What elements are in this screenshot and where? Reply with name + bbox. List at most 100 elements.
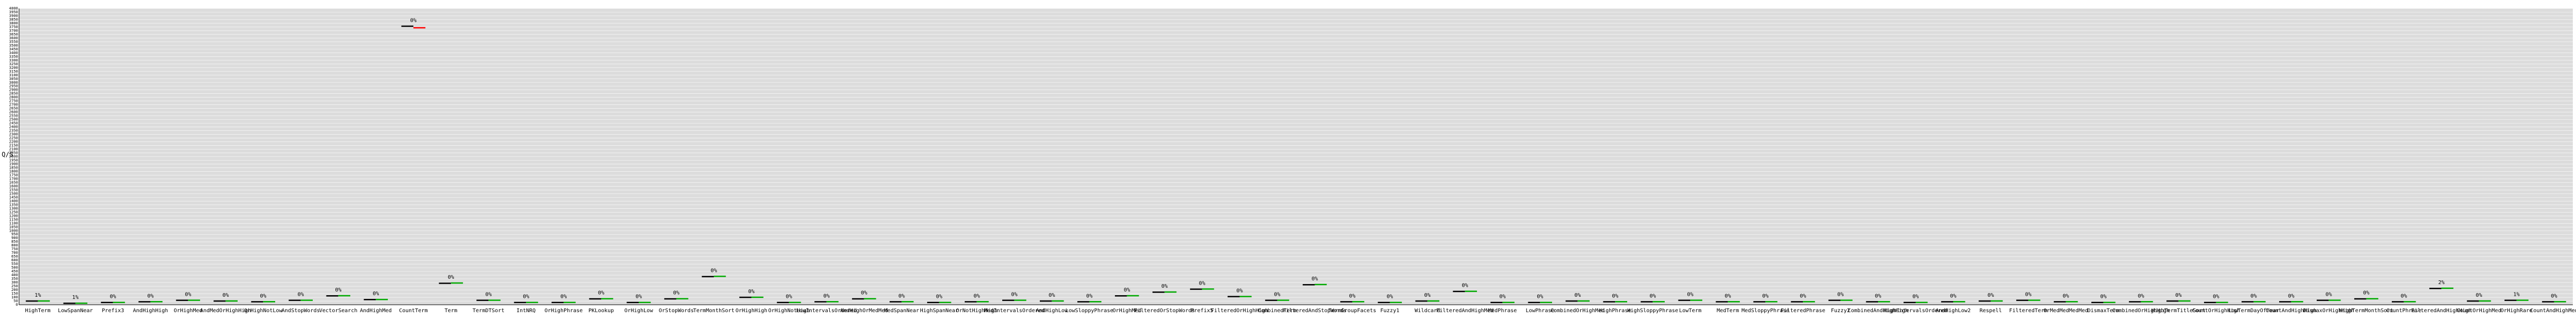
y-tick-label: 2300 xyxy=(9,132,18,137)
data-label: 0% xyxy=(2401,293,2407,299)
y-tick-label: 1200 xyxy=(9,214,18,218)
data-label: 0% xyxy=(936,294,942,300)
y-tick-label: 1500 xyxy=(9,191,18,196)
data-label: 0% xyxy=(222,293,229,298)
category-label: AndHighMed xyxy=(360,308,392,314)
y-axis: 0501001502002503003504004505005506006507… xyxy=(9,6,2573,307)
category-label: Term xyxy=(445,308,457,314)
y-tick-label: 3300 xyxy=(9,58,18,63)
category-label: CombinedOrHighHigh xyxy=(2112,308,2170,314)
y-tick-label: 3250 xyxy=(9,62,18,66)
y-tick-label: 3400 xyxy=(9,51,18,55)
y-tick-label: 3350 xyxy=(9,55,18,59)
data-label: 0% xyxy=(1725,293,1731,299)
y-tick-label: 550 xyxy=(11,262,18,266)
category-label: OrHighRare xyxy=(2500,308,2532,314)
y-tick-label: 3150 xyxy=(9,69,18,74)
category-label: AndHighHigh xyxy=(133,308,168,314)
y-tick-label: 650 xyxy=(11,254,18,259)
data-label: 0% xyxy=(1049,293,1055,298)
category-label: FilteredAndStopWords xyxy=(1283,308,1346,314)
category-label: OrNotHighHigh xyxy=(956,308,997,314)
data-label: 0% xyxy=(899,293,905,299)
data-label: 0% xyxy=(1011,292,1018,297)
y-tick-label: 850 xyxy=(11,240,18,244)
category-label: FilteredAndHighMed xyxy=(1436,308,1493,314)
y-tick-label: 3550 xyxy=(9,40,18,44)
data-label: 0% xyxy=(560,294,567,300)
category-label: LowSpanNear xyxy=(58,308,93,314)
category-label: HighTermTitleSort xyxy=(2152,308,2206,314)
category-label: HighTerm xyxy=(25,308,50,314)
y-tick-label: 150 xyxy=(11,292,18,296)
data-label: 0% xyxy=(485,292,492,297)
category-label: CountPhrase xyxy=(2387,308,2421,314)
y-tick-label: 200 xyxy=(11,288,18,292)
data-label: 0% xyxy=(861,290,867,296)
y-tick-label: 350 xyxy=(11,277,18,281)
y-tick-label: 1950 xyxy=(9,158,18,162)
y-tick-label: 4000 xyxy=(9,6,18,11)
y-tick-label: 2550 xyxy=(9,114,18,118)
y-tick-label: 3000 xyxy=(9,81,18,85)
x-axis-labels: HighTerm LowSpanNear Prefix3 AndHighHigh OrH… xyxy=(25,308,2576,314)
data-label: 0% xyxy=(2175,293,2182,298)
category-label: CombinedTerm xyxy=(1258,308,1296,314)
category-label: CombinedAndHighHigh xyxy=(1848,308,1908,314)
category-label: HighIntervalsOrdered xyxy=(1884,308,1947,314)
category-label: FilteredOrStopWords xyxy=(1134,308,1194,314)
category-label: TermDTSort xyxy=(473,308,504,314)
category-label: CountAndHighMed xyxy=(2530,308,2576,314)
bars: 1% 1% 0% 0% 0% 0% 0% 0% 0% 0% 0% 0% 0% 0% 0% 0% 0% 0% 0% 0%… xyxy=(25,18,2566,304)
data-label: 0% xyxy=(297,292,304,297)
data-label: 0% xyxy=(2251,293,2257,299)
category-label: OrHighPhrase xyxy=(545,308,583,314)
data-label: 0% xyxy=(2213,294,2219,300)
category-label: HighSloppyPhrase xyxy=(1627,308,1678,314)
data-label: 0% xyxy=(786,294,792,300)
category-label: MedSpanNear xyxy=(884,308,919,314)
data-label: 0% xyxy=(373,291,379,297)
data-label: 0% xyxy=(1574,293,1581,298)
data-label: 0% xyxy=(110,294,116,300)
category-label: MedIntervalsOrdered xyxy=(984,308,1045,314)
y-tick-label: 700 xyxy=(11,251,18,255)
y-tick-label: 900 xyxy=(11,236,18,240)
data-label: 0% xyxy=(1537,294,1543,300)
category-label: FilteredOrHighHigh xyxy=(1211,308,1268,314)
data-label: 0% xyxy=(1274,292,1280,297)
data-label: 0% xyxy=(2138,293,2144,299)
y-tick-label: 400 xyxy=(11,273,18,277)
y-tick-label: 1900 xyxy=(9,162,18,166)
category-label: MedTerm xyxy=(1717,308,1739,314)
category-label: Prefix3 xyxy=(102,308,124,314)
category-label: OrHighLow xyxy=(624,308,654,314)
data-label: 0% xyxy=(1086,293,1093,299)
category-label: HighSpanNear xyxy=(920,308,958,314)
data-label: 0% xyxy=(147,293,153,299)
category-label: Fuzzy2 xyxy=(1831,308,1850,314)
category-label: HighPhrase xyxy=(1599,308,1631,314)
y-tick-label: 1000 xyxy=(9,228,18,233)
y-tick-label: 1350 xyxy=(9,202,18,207)
y-tick-label: 1650 xyxy=(9,180,18,184)
data-label: 0% xyxy=(1912,294,1919,300)
category-label: CombinedOrHighMed xyxy=(1550,308,1604,314)
data-label: 0% xyxy=(2063,293,2069,299)
y-tick-label: 3750 xyxy=(9,25,18,29)
category-label: AndStopWords xyxy=(282,308,320,314)
category-label: LowPhrase xyxy=(1526,308,1554,314)
y-tick-label: 2800 xyxy=(9,95,18,100)
category-label: OrHighHigh xyxy=(736,308,767,314)
data-label: 0% xyxy=(748,289,755,295)
category-label: CountTerm xyxy=(399,308,428,314)
data-label: 0% xyxy=(260,293,266,299)
data-label: 0% xyxy=(1649,293,1656,299)
category-label: LowSloppyPhrase xyxy=(1066,308,1113,314)
data-label: 0% xyxy=(673,290,679,296)
data-label: 0% xyxy=(636,294,642,300)
y-tick-label: 2200 xyxy=(9,140,18,144)
y-tick-label: 1150 xyxy=(9,217,18,222)
y-tick-label: 3500 xyxy=(9,43,18,48)
data-label: 0% xyxy=(1237,288,1243,294)
